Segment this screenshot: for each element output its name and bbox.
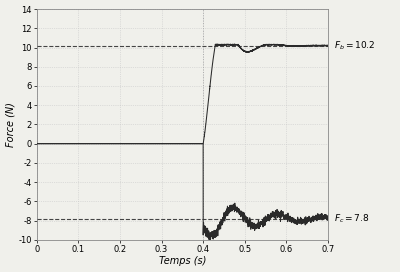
X-axis label: Temps (s): Temps (s) bbox=[159, 256, 206, 267]
Text: $F_c = 7.8$: $F_c = 7.8$ bbox=[334, 212, 369, 225]
Y-axis label: Force (N): Force (N) bbox=[6, 102, 16, 147]
Text: $F_b = 10.2$: $F_b = 10.2$ bbox=[334, 39, 375, 52]
